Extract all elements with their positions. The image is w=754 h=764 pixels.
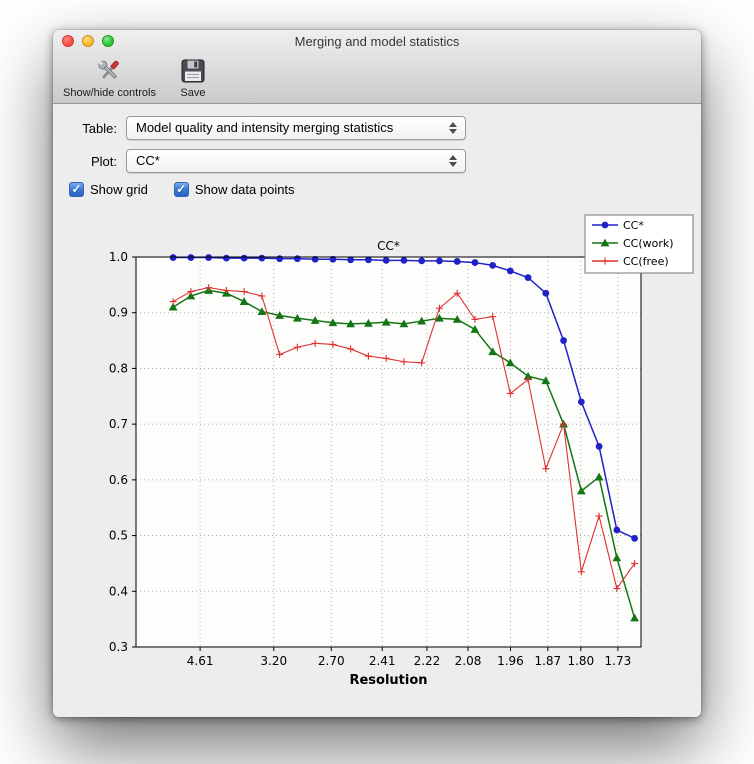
titlebar[interactable]: Merging and model statistics <box>53 30 701 53</box>
chart-canvas: 4.61 3.20 2.70 2.41 2.22 2.08 1.96 1.87 1.80 1.73… <box>109 214 694 688</box>
show-data-points-label: Show data points <box>194 182 295 197</box>
svg-text:CC(work): CC(work) <box>623 237 674 250</box>
svg-text:0.3: 0.3 <box>109 640 128 654</box>
close-button[interactable] <box>62 35 74 47</box>
show-grid-label: Show grid <box>90 182 148 197</box>
table-label: Table: <box>82 120 117 136</box>
svg-text:Resolution: Resolution <box>349 673 427 688</box>
svg-text:CC(free): CC(free) <box>623 255 669 268</box>
plot-row: Plot: CC* <box>67 149 687 173</box>
table-select-value: Model quality and intensity merging stat… <box>136 120 394 135</box>
traffic-lights <box>62 35 114 47</box>
plot-label: Plot: <box>90 153 117 169</box>
minimize-button[interactable] <box>82 35 94 47</box>
table-row: Table: Model quality and intensity mergi… <box>67 116 687 140</box>
check-icon: ✓ <box>71 182 82 196</box>
svg-text:1.73: 1.73 <box>605 654 632 668</box>
checkbox-box: ✓ <box>173 182 189 197</box>
svg-text:0.6: 0.6 <box>109 473 128 487</box>
checkbox-box: ✓ <box>69 182 84 197</box>
show-hide-controls-label: Show/hide controls <box>63 87 156 99</box>
save-icon <box>178 56 208 86</box>
svg-text:CC*: CC* <box>623 219 644 232</box>
plot-select[interactable]: CC* <box>126 149 466 173</box>
svg-text:2.08: 2.08 <box>455 654 482 668</box>
svg-text:3.20: 3.20 <box>260 654 287 668</box>
figure-panel: 4.61 3.20 2.70 2.41 2.22 2.08 1.96 1.87 1.80 1.73… <box>53 203 701 717</box>
window-header: Merging and model statistics <box>53 30 701 104</box>
check-icon: ✓ <box>176 182 187 196</box>
svg-text:4.61: 4.61 <box>187 654 214 668</box>
show-grid-checkbox[interactable]: ✓ Show grid <box>69 182 148 197</box>
svg-text:2.22: 2.22 <box>414 654 441 668</box>
svg-text:0.8: 0.8 <box>109 361 128 375</box>
controls-panel: Table: Model quality and intensity mergi… <box>53 104 701 203</box>
save-label: Save <box>180 87 206 99</box>
svg-text:0.9: 0.9 <box>109 306 128 320</box>
table-select[interactable]: Model quality and intensity merging stat… <box>126 116 466 140</box>
svg-text:1.80: 1.80 <box>567 654 594 668</box>
svg-text:1.87: 1.87 <box>534 654 561 668</box>
tools-icon <box>94 56 124 86</box>
svg-text:0.4: 0.4 <box>109 584 128 598</box>
svg-text:0.7: 0.7 <box>109 417 128 431</box>
app-window: Merging and model statistics <box>53 30 701 717</box>
save-button[interactable]: Save <box>178 56 208 99</box>
popup-arrows-icon <box>449 155 457 167</box>
svg-text:0.5: 0.5 <box>109 529 128 543</box>
zoom-button[interactable] <box>102 35 114 47</box>
window-title: Merging and model statistics <box>294 34 460 49</box>
svg-text:1.96: 1.96 <box>497 654 524 668</box>
show-hide-controls-button[interactable]: Show/hide controls <box>63 56 156 99</box>
show-data-points-checkbox[interactable]: ✓ Show data points <box>173 182 295 197</box>
popup-arrows-icon <box>449 122 457 134</box>
toolbar: Show/hide controls Save <box>53 53 701 103</box>
svg-text:2.70: 2.70 <box>318 654 345 668</box>
svg-text:2.41: 2.41 <box>369 654 396 668</box>
checkbox-row: ✓ Show grid ✓ Show data points <box>69 182 687 197</box>
plot-select-value: CC* <box>136 153 160 168</box>
svg-text:1.0: 1.0 <box>109 250 128 264</box>
svg-text:CC*: CC* <box>377 239 400 253</box>
